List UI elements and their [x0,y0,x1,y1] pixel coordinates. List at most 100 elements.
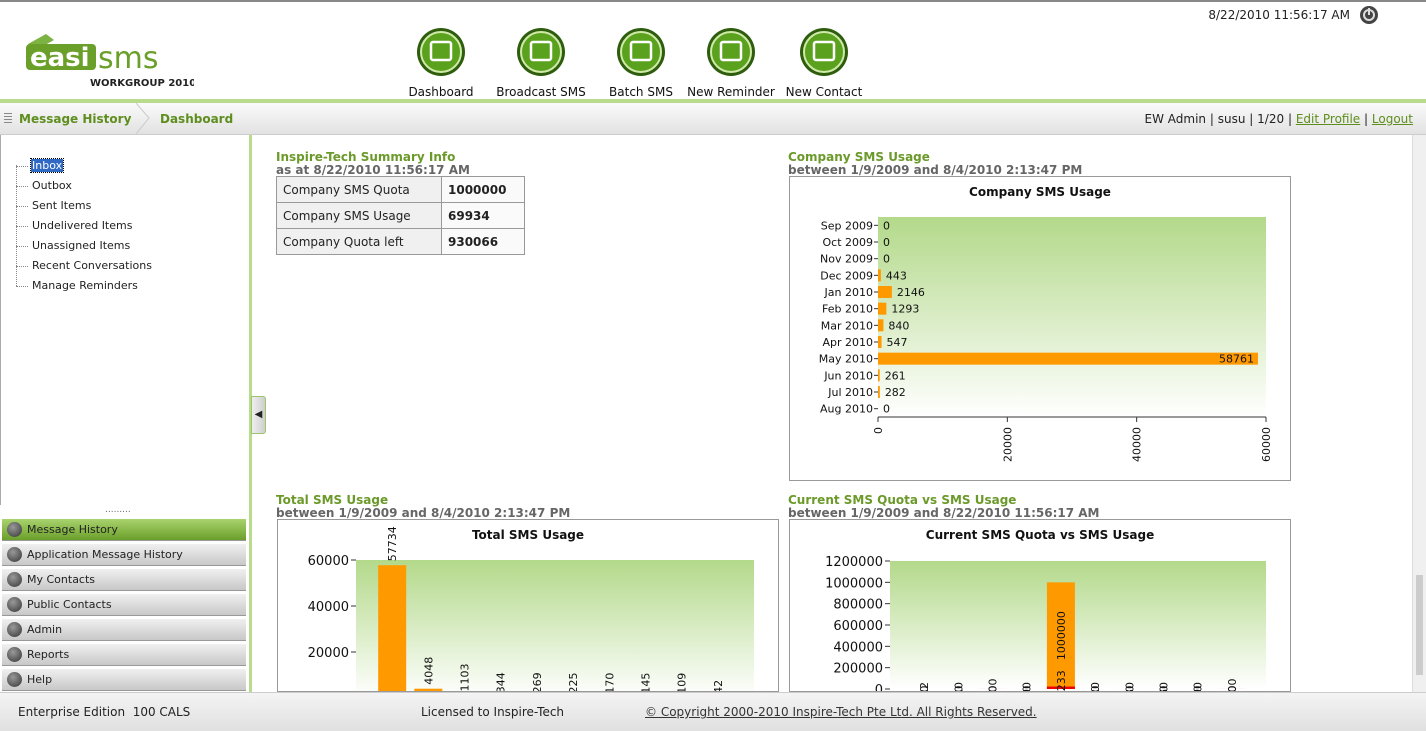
y-tick-label: 400000 [833,640,883,655]
value-label: 2146 [897,286,925,299]
logo-main: easi [30,43,90,73]
y-tick-label: Jan 2010 [824,286,873,299]
toolbar-label[interactable]: New Contact [764,85,884,99]
header: easi sms WORKGROUP 2010 8/22/2010 11:56:… [0,0,1426,99]
breadcrumb[interactable]: Dashboard [160,112,233,126]
toolbar-icon[interactable] [799,27,849,77]
chart: Total SMS Usage0200004000060000577344048… [278,520,778,692]
chart-box: Total SMS Usage0200004000060000577344048… [277,519,779,692]
chevron [134,103,152,134]
nav-button[interactable]: Reports [2,644,246,666]
nav-button[interactable]: Message History [2,519,246,541]
panel-subtitle: between 1/9/2009 and 8/4/2010 2:13:47 PM [788,163,1082,177]
value-label: 1000000 [1055,611,1068,660]
icon-face [711,32,751,72]
plot-area [878,217,1266,417]
bar [878,303,886,315]
value-label: 0 [883,403,890,416]
nav-button[interactable]: Public Contacts [2,594,246,616]
y-tick-label: 600000 [833,619,883,634]
y-tick-label: 800000 [833,598,883,613]
toolbar-icon[interactable] [706,27,756,77]
nav-label: Message History [27,519,118,541]
power-icon[interactable] [1358,4,1380,26]
nav-icon [7,522,22,537]
tree-item[interactable]: Inbox [31,159,63,172]
value-label: 58761 [1219,353,1254,366]
edit-profile[interactable]: Edit Profile [1296,112,1360,126]
plot-area [890,561,1266,689]
tree-item[interactable]: Undelivered Items [31,219,133,232]
chart-title: Company SMS Usage [969,185,1111,199]
table-cell: 69934 [442,203,525,229]
bar [378,565,406,692]
separator: | [1210,112,1214,126]
icon-face [421,32,461,72]
value-label: 30 [1123,682,1136,692]
value-label: 60 [1157,682,1170,692]
icon-face [521,32,561,72]
bar [878,286,892,298]
y-tick-label: 40000 [308,600,349,615]
nav-icon [7,547,22,562]
edition: Enterprise Edition 100 CALS [18,705,190,719]
user-bar: EW Admin | susu | 1/20 | Edit Profile | … [1145,112,1413,126]
nav-icon [7,672,22,687]
value-label: 1293 [891,303,919,316]
y-tick-label: Aug 2010 [820,403,873,416]
nav-button[interactable]: Application Message History [2,544,246,566]
separator: | [1364,112,1368,126]
nav-label: My Contacts [27,569,95,591]
tree-connector [16,266,28,267]
y-tick-label: Mar 2010 [821,319,873,332]
nav-button[interactable]: Admin [2,619,246,641]
table-cell: Company SMS Quota [277,177,442,203]
x-tick-label: 0 [872,427,885,434]
grip [4,113,12,123]
nav-button[interactable]: Help [2,669,246,691]
breadcrumb[interactable]: Message History [19,112,131,126]
tree-item[interactable]: Recent Conversations [31,259,153,272]
nav-button[interactable]: My Contacts [2,569,246,591]
scroll-thumb[interactable] [1416,575,1423,675]
nav-label: Public Contacts [27,594,112,616]
footer: Enterprise Edition 100 CALS Licensed to … [0,692,1426,731]
icon-face [621,32,661,72]
collapse-button[interactable]: ◀ [251,396,266,434]
tree-item[interactable]: Manage Reminders [31,279,139,292]
left-panel: Inbox Outbox Sent Items Undelivered Items Un… [0,135,246,692]
panel-title: Current SMS Quota vs SMS Usage [788,493,1016,507]
value-label: 145 [639,673,652,692]
separator: | [1249,112,1253,126]
toolbar-icon[interactable] [616,27,666,77]
scrollbar[interactable] [1412,135,1426,692]
value-label: 42 [712,680,725,692]
table-cell: 930066 [442,229,525,255]
value-label: 840 [888,319,909,332]
value-label: 4048 [422,657,435,685]
toolbar-icon[interactable] [416,27,466,77]
y-tick-label: Apr 2010 [822,336,873,349]
tree-item[interactable]: Unassigned Items [31,239,131,252]
table-cell: Company Quota left [277,229,442,255]
tree-item[interactable]: Sent Items [31,199,92,212]
value-label: 20 [1089,682,1102,692]
tree-item[interactable]: Outbox [31,179,73,192]
bar [878,353,1258,365]
user-name: EW Admin [1145,112,1207,126]
value-label: 269 [531,672,544,692]
tree-connector [16,226,28,227]
breadcrumb-bar: Message History Dashboard EW Admin | sus… [0,103,1426,135]
toolbar-icon[interactable] [516,27,566,77]
panel-subtitle: between 1/9/2009 and 8/4/2010 2:13:47 PM [276,506,570,520]
logout[interactable]: Logout [1372,112,1413,126]
copyright[interactable]: © Copyright 2000-2010 Inspire-Tech Pte L… [645,705,1037,719]
y-tick-label: 1000000 [825,576,883,591]
y-tick-label: Jun 2010 [823,369,873,382]
value-label: 1103 [459,663,472,691]
icon-face [804,32,844,72]
